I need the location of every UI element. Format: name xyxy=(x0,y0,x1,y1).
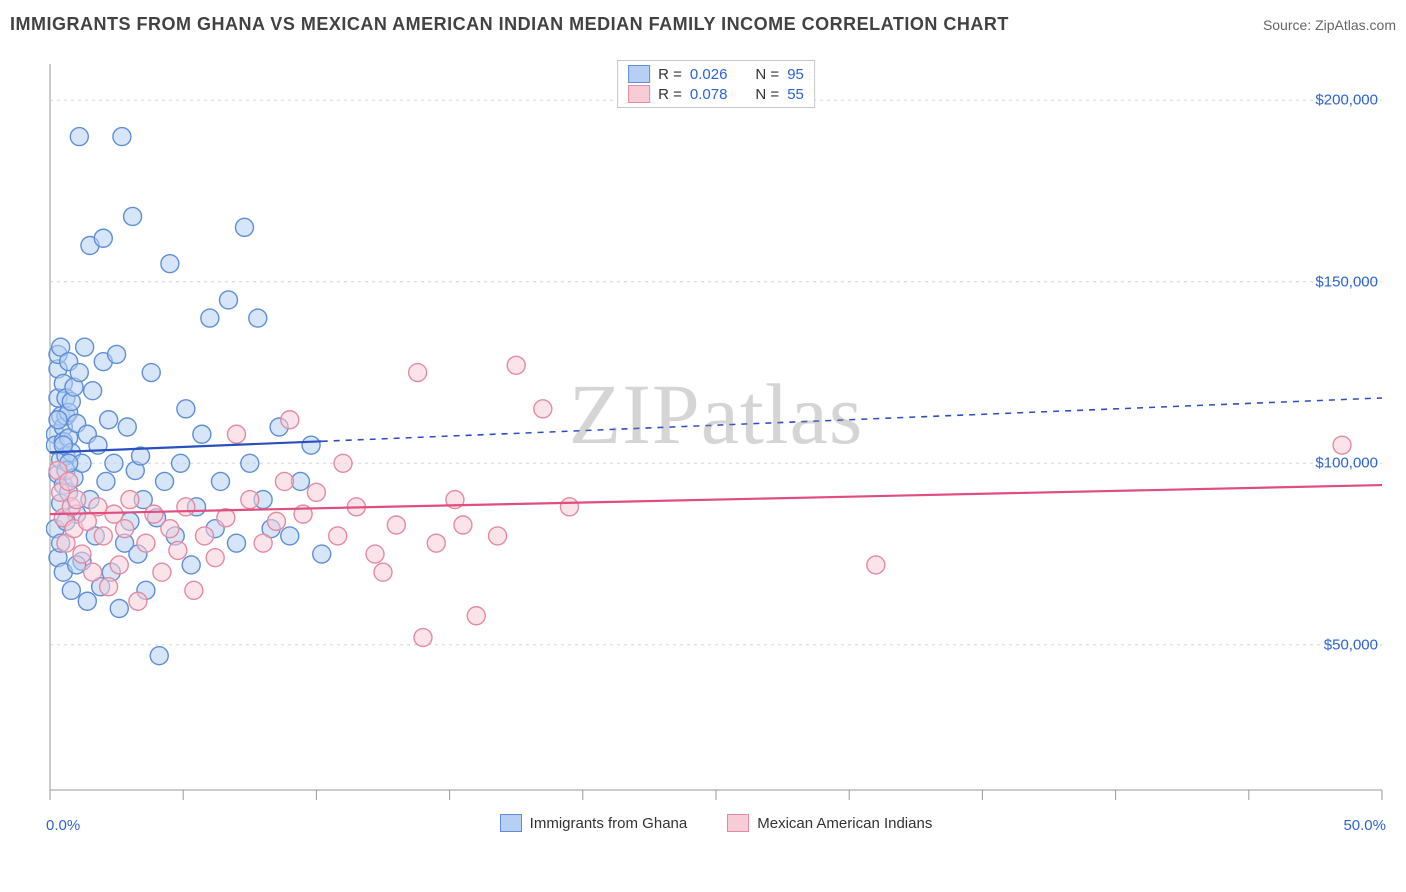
legend-row: R = 0.026 N = 95 xyxy=(628,65,804,83)
legend-series-label: Immigrants from Ghana xyxy=(530,815,688,832)
legend-n-value: 95 xyxy=(787,66,804,83)
legend-r-label: R = xyxy=(658,86,682,103)
legend-swatch xyxy=(500,814,522,832)
legend-item: Immigrants from Ghana xyxy=(500,814,688,832)
chart-title: IMMIGRANTS FROM GHANA VS MEXICAN AMERICA… xyxy=(10,14,1009,35)
legend-n-label: N = xyxy=(755,66,779,83)
y-tick-label: $50,000 xyxy=(1324,636,1378,653)
scatter-plot xyxy=(46,60,1386,830)
legend-swatch xyxy=(727,814,749,832)
legend-swatch xyxy=(628,65,650,83)
legend-r-value: 0.026 xyxy=(690,66,728,83)
legend-series-label: Mexican American Indians xyxy=(757,815,932,832)
legend-swatch xyxy=(628,85,650,103)
legend-row: R = 0.078 N = 55 xyxy=(628,85,804,103)
legend-n-value: 55 xyxy=(787,86,804,103)
legend-r-value: 0.078 xyxy=(690,86,728,103)
legend-item: Mexican American Indians xyxy=(727,814,932,832)
chart: Median Family Income ZIPatlas $50,000$10… xyxy=(46,60,1386,830)
y-tick-label: $200,000 xyxy=(1315,92,1378,109)
legend-r-label: R = xyxy=(658,66,682,83)
y-tick-label: $150,000 xyxy=(1315,273,1378,290)
source-label: Source: ZipAtlas.com xyxy=(1263,17,1396,33)
y-tick-label: $100,000 xyxy=(1315,455,1378,472)
legend-n-label: N = xyxy=(755,86,779,103)
series-legend: Immigrants from Ghana Mexican American In… xyxy=(46,814,1386,832)
correlation-legend: R = 0.026 N = 95 R = 0.078 N = 55 xyxy=(617,60,815,108)
